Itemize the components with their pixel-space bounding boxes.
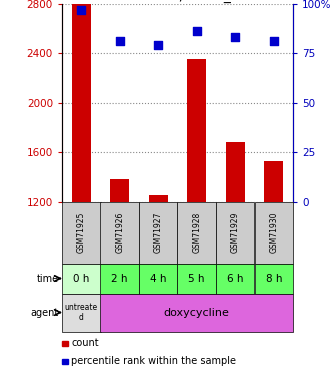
Text: GSM71928: GSM71928 bbox=[192, 212, 201, 253]
Text: GSM71930: GSM71930 bbox=[269, 212, 278, 253]
Text: untreate
d: untreate d bbox=[65, 303, 98, 322]
Text: GSM71929: GSM71929 bbox=[231, 212, 240, 253]
Bar bbox=[177, 264, 216, 294]
Bar bbox=[71, 4, 91, 350]
Text: agent: agent bbox=[30, 308, 59, 318]
Text: 4 h: 4 h bbox=[150, 273, 166, 284]
Bar bbox=[139, 201, 177, 264]
Bar bbox=[264, 161, 283, 350]
Bar bbox=[62, 201, 101, 264]
Point bbox=[78, 7, 84, 13]
Bar bbox=[62, 341, 68, 346]
Bar bbox=[216, 264, 255, 294]
Bar bbox=[226, 142, 245, 350]
Bar bbox=[216, 201, 255, 264]
Point bbox=[194, 28, 199, 34]
Bar bbox=[101, 201, 139, 264]
Bar bbox=[110, 179, 129, 350]
Point bbox=[156, 42, 161, 48]
Text: count: count bbox=[71, 339, 99, 348]
Point bbox=[117, 38, 122, 44]
Text: 2 h: 2 h bbox=[112, 273, 128, 284]
Bar bbox=[101, 294, 293, 332]
Bar bbox=[255, 264, 293, 294]
Point bbox=[233, 34, 238, 40]
Bar bbox=[62, 359, 68, 364]
Bar bbox=[187, 59, 206, 350]
Text: GSM71925: GSM71925 bbox=[77, 212, 86, 253]
Text: doxycycline: doxycycline bbox=[164, 308, 230, 318]
Bar bbox=[101, 264, 139, 294]
Text: 0 h: 0 h bbox=[73, 273, 89, 284]
Bar bbox=[139, 264, 177, 294]
Text: GSM71926: GSM71926 bbox=[115, 212, 124, 253]
Bar bbox=[62, 294, 101, 332]
Text: percentile rank within the sample: percentile rank within the sample bbox=[71, 357, 236, 366]
Text: 5 h: 5 h bbox=[188, 273, 205, 284]
Title: GDS1550 / 4493_at: GDS1550 / 4493_at bbox=[110, 0, 245, 3]
Text: GSM71927: GSM71927 bbox=[154, 212, 163, 253]
Bar bbox=[62, 264, 101, 294]
Bar bbox=[149, 195, 168, 350]
Bar bbox=[177, 201, 216, 264]
Text: 8 h: 8 h bbox=[265, 273, 282, 284]
Point bbox=[271, 38, 276, 44]
Bar bbox=[255, 201, 293, 264]
Text: 6 h: 6 h bbox=[227, 273, 244, 284]
Text: time: time bbox=[36, 273, 59, 284]
